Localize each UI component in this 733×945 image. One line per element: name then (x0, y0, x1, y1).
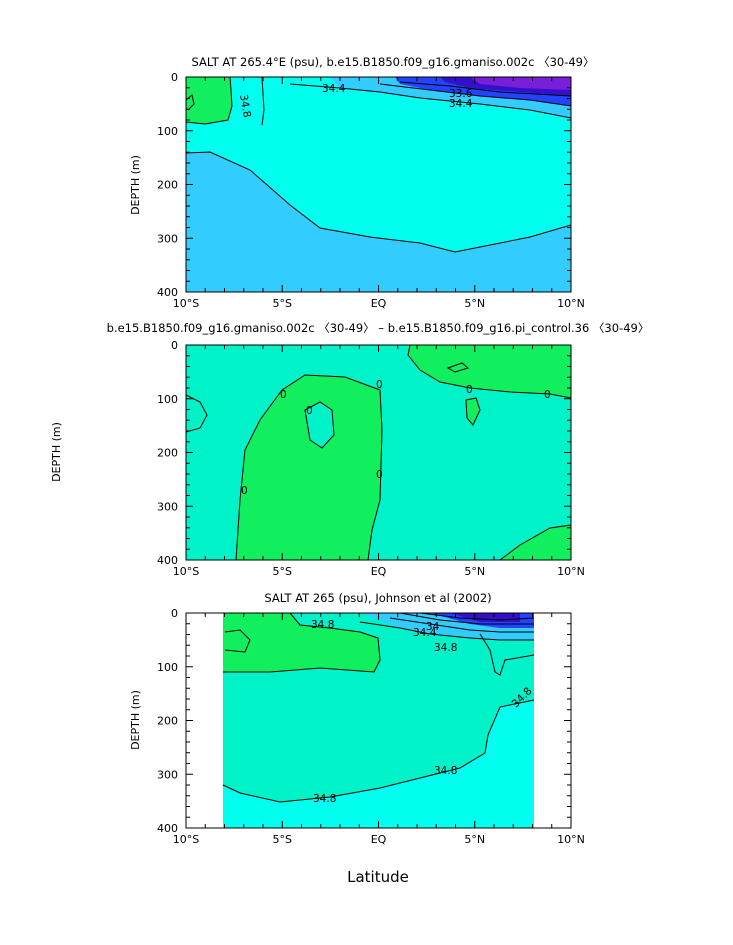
y-tick-label: 100 (157, 393, 178, 406)
y-tick-label: 0 (171, 71, 178, 84)
panel-2-contour-label: 0 (544, 389, 551, 401)
panel-2-contours (185, 344, 572, 561)
panel-2-contour-label: 0 (306, 405, 313, 417)
panel-3-contour-label: 34 (426, 621, 440, 633)
y-tick-label: 200 (157, 447, 178, 460)
x-tick-label: 5°S (273, 297, 292, 310)
panel-3-contours (222, 612, 535, 803)
x-tick-label: 5°N (464, 833, 485, 846)
panel-2: b.e15.B1850.f09_g16.gmaniso.002c 〈30-49〉… (50, 321, 649, 578)
panel-1-plot: 34.8 34.4 33.6 34.4 (185, 76, 572, 293)
panel-2-contour-label: 0 (376, 469, 383, 481)
panel-1-contour-labels: 34.8 34.4 33.6 34.4 (237, 83, 473, 119)
x-tick-label: 5°S (273, 565, 292, 578)
y-tick-label: 200 (157, 179, 178, 192)
panel-3-contour-label: 34.8 (434, 642, 457, 654)
panel-2-positive-region-north (408, 345, 571, 398)
x-tick-label: 5°S (273, 833, 292, 846)
panel-2-ylabel: DEPTH (m) (50, 422, 63, 482)
panel-1-contours (185, 76, 572, 253)
panel-2-contour-label: 0 (280, 389, 287, 401)
panel-2-small-positive-blob (466, 398, 480, 425)
panel-1-contour-label: 34.8 (237, 93, 253, 118)
y-tick-label: 300 (157, 768, 178, 781)
panel-2-plot: 0 0 0 0 0 0 0 (185, 344, 572, 561)
panel-1-contour-label: 33.6 (449, 88, 473, 100)
panel-2-contour-label: 0 (376, 379, 383, 391)
panel-3-contour-label: 34.8 (311, 619, 334, 631)
panel-1-deep-fill (186, 152, 571, 292)
y-tick-label: 400 (157, 822, 178, 835)
x-axis-title: Latitude (347, 868, 409, 886)
y-tick-label: 300 (157, 232, 178, 245)
panel-1-title: SALT AT 265.4°E (psu), b.e15.B1850.f09_g… (191, 55, 594, 69)
panel-2-title: b.e15.B1850.f09_g16.gmaniso.002c 〈30-49〉… (107, 321, 650, 335)
y-tick-label: 300 (157, 500, 178, 513)
panel-2-positive-region-south (236, 375, 382, 560)
panel-2-positive-region-sw (500, 525, 571, 560)
y-tick-label: 0 (171, 607, 178, 620)
x-tick-label: EQ (371, 833, 387, 846)
panel-3-contour-label: 34.8 (313, 793, 336, 805)
panel-2-contour-labels: 0 0 0 0 0 0 0 (241, 379, 551, 497)
x-tick-label: 10°S (173, 565, 199, 578)
y-tick-label: 0 (171, 339, 178, 352)
x-tick-label: 5°N (464, 297, 485, 310)
panel-2-negative-island (305, 402, 334, 448)
panel-3-axes: 10°S 5°S EQ 5°N 10°N 0 100 200 300 400 (157, 607, 585, 846)
panel-3: SALT AT 265 (psu), Johnson et al (2002) … (129, 591, 585, 846)
panel-3-contour-label: 34.4 (413, 627, 437, 639)
panel-2-contour-label: 0 (466, 384, 473, 396)
panel-1-axes: 10°S 5°S EQ 5°N 10°N 0 100 200 300 400 (157, 71, 585, 310)
panel-1-ylabel: DEPTH (m) (129, 155, 142, 215)
panel-3-plot: 34.8 34.4 34 34.8 34.8 34.8 34.8 (185, 612, 572, 829)
panel-1: SALT AT 265.4°E (psu), b.e15.B1850.f09_g… (129, 55, 595, 310)
y-tick-label: 100 (157, 125, 178, 138)
panel-3-title: SALT AT 265 (psu), Johnson et al (2002) (264, 591, 491, 605)
panel-3-high-salt-fill (223, 613, 380, 672)
panel-3-deep-fill (223, 700, 534, 828)
x-tick-label: 5°N (464, 565, 485, 578)
x-tick-label: 10°S (173, 297, 199, 310)
x-tick-label: 10°S (173, 833, 199, 846)
panel-3-ylabel: DEPTH (m) (129, 690, 142, 750)
x-tick-label: EQ (371, 297, 387, 310)
y-tick-label: 100 (157, 661, 178, 674)
y-tick-label: 400 (157, 554, 178, 567)
panel-2-axes: 10°S 5°S EQ 5°N 10°N 0 100 200 300 400 (157, 339, 585, 578)
x-tick-label: EQ (371, 565, 387, 578)
x-tick-label: 10°N (557, 565, 585, 578)
y-tick-label: 200 (157, 715, 178, 728)
panel-1-contour-label: 34.4 (449, 98, 473, 110)
panel-1-surface-gradient-4 (470, 77, 571, 90)
panel-1-contour-label: 34.4 (322, 83, 346, 95)
panel-3-contour-label: 34.8 (434, 765, 457, 777)
x-tick-label: 10°N (557, 833, 585, 846)
y-tick-label: 400 (157, 286, 178, 299)
x-tick-label: 10°N (557, 297, 585, 310)
panel-2-contour-label: 0 (241, 485, 248, 497)
panel-1-high-salt-fill (186, 77, 232, 124)
